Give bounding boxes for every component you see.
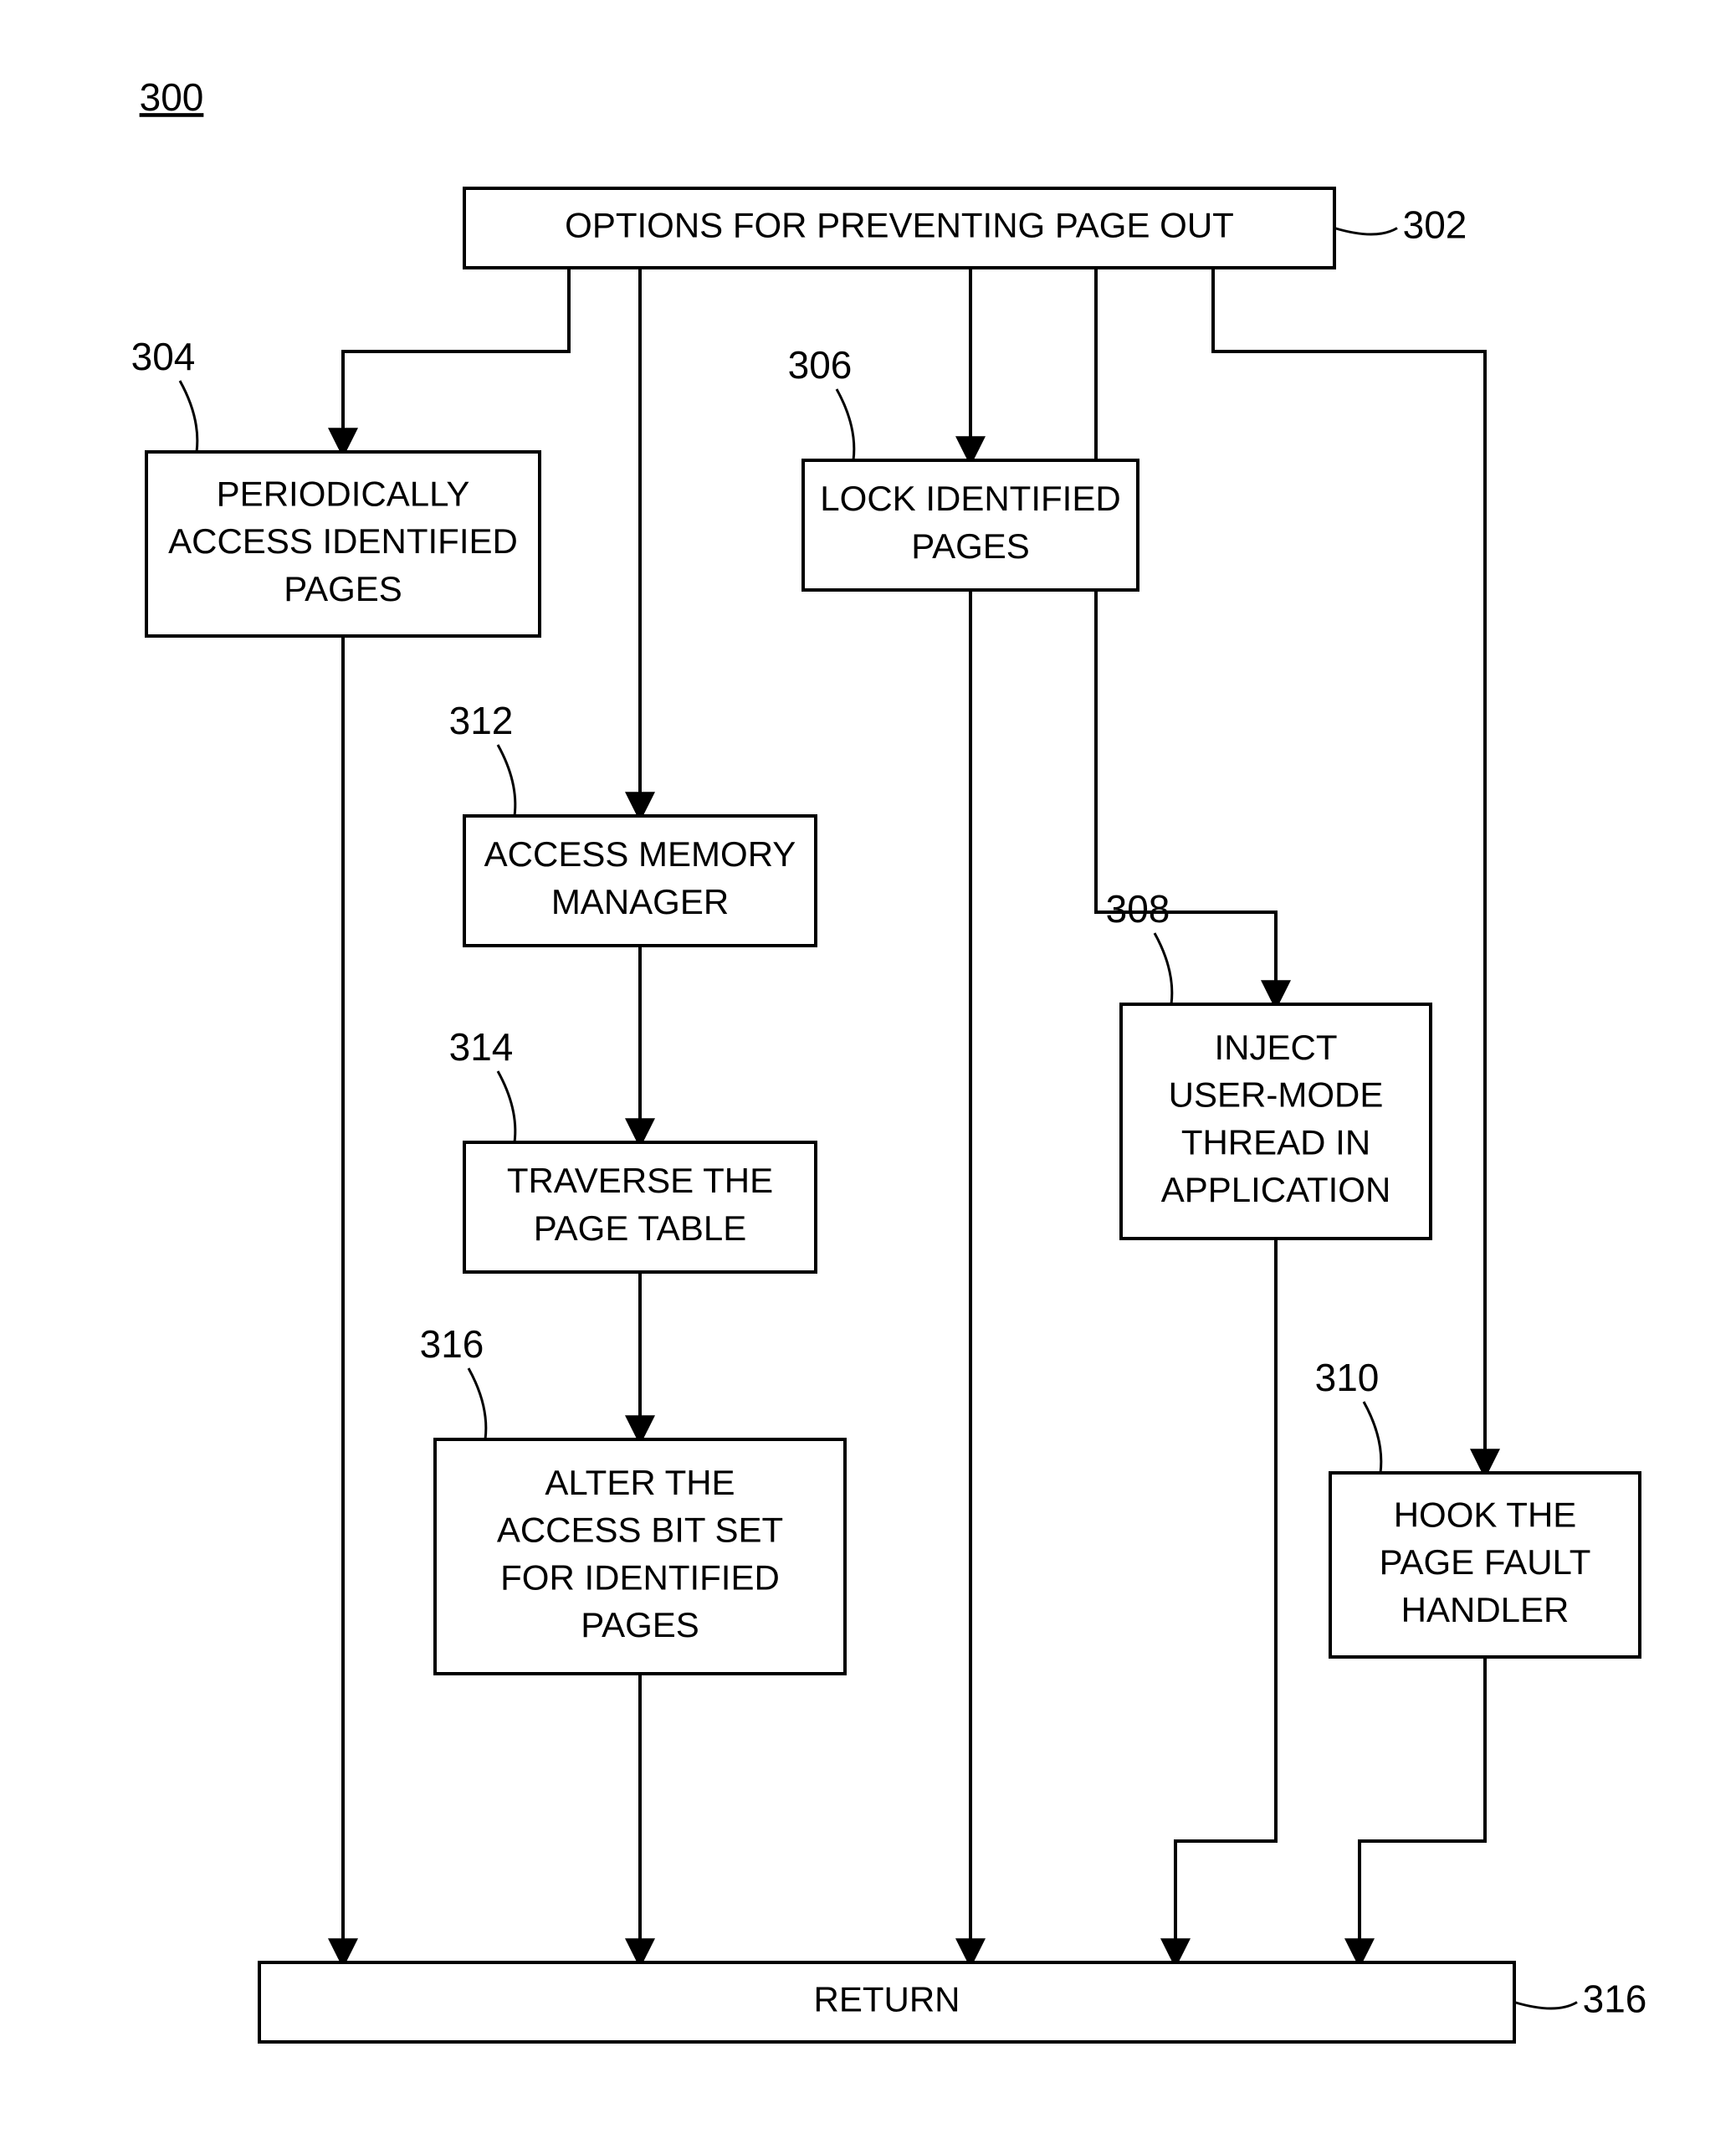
ref-n312: 312 <box>449 699 514 742</box>
figure-ref: 300 <box>140 75 204 119</box>
edge-n302-n310 <box>1213 268 1485 1473</box>
node-n310-line1: PAGE FAULT <box>1380 1542 1591 1582</box>
node-n310-line2: HANDLER <box>1401 1590 1570 1629</box>
node-n308-line2: THREAD IN <box>1181 1122 1370 1162</box>
node-n314-line1: PAGE TABLE <box>534 1208 746 1248</box>
ref-n314: 314 <box>449 1025 514 1069</box>
ref-n310: 310 <box>1315 1356 1380 1399</box>
ref-n304: 304 <box>131 335 196 378</box>
node-n314-line0: TRAVERSE THE <box>507 1161 773 1200</box>
node-n306-line0: LOCK IDENTIFIED <box>820 479 1120 518</box>
node-n304-line2: PAGES <box>284 569 402 608</box>
ref-n316a: 316 <box>420 1322 484 1366</box>
node-n316b-line0: RETURN <box>814 1980 960 2019</box>
node-n304-line0: PERIODICALLY <box>217 474 470 513</box>
node-n304-line1: ACCESS IDENTIFIED <box>168 521 518 561</box>
ref-n316b: 316 <box>1583 1977 1647 2021</box>
node-n302-line0: OPTIONS FOR PREVENTING PAGE OUT <box>565 206 1234 245</box>
node-n308-line0: INJECT <box>1215 1028 1338 1067</box>
node-n310-line0: HOOK THE <box>1394 1495 1577 1534</box>
edge-n308-n316b <box>1175 1239 1276 1962</box>
node-n316a-line0: ALTER THE <box>545 1463 735 1502</box>
node-n316a-line2: FOR IDENTIFIED <box>500 1557 780 1597</box>
edge-n310-n316b <box>1360 1657 1485 1962</box>
node-n306-line1: PAGES <box>911 526 1030 566</box>
ref-n302: 302 <box>1403 203 1467 247</box>
ref-n308: 308 <box>1106 887 1170 931</box>
node-n312-line1: MANAGER <box>551 882 729 921</box>
edge-n302-n304 <box>343 268 569 452</box>
flowchart: OPTIONS FOR PREVENTING PAGE OUT PERIODICA… <box>0 0 1736 2139</box>
ref-n306: 306 <box>788 343 853 387</box>
node-n308-line3: APPLICATION <box>1161 1170 1391 1209</box>
node-n312-line0: ACCESS MEMORY <box>484 834 796 874</box>
node-n316a-line3: PAGES <box>581 1605 699 1644</box>
node-n308-line1: USER-MODE <box>1169 1075 1384 1115</box>
node-n316a-line1: ACCESS BIT SET <box>497 1511 783 1550</box>
